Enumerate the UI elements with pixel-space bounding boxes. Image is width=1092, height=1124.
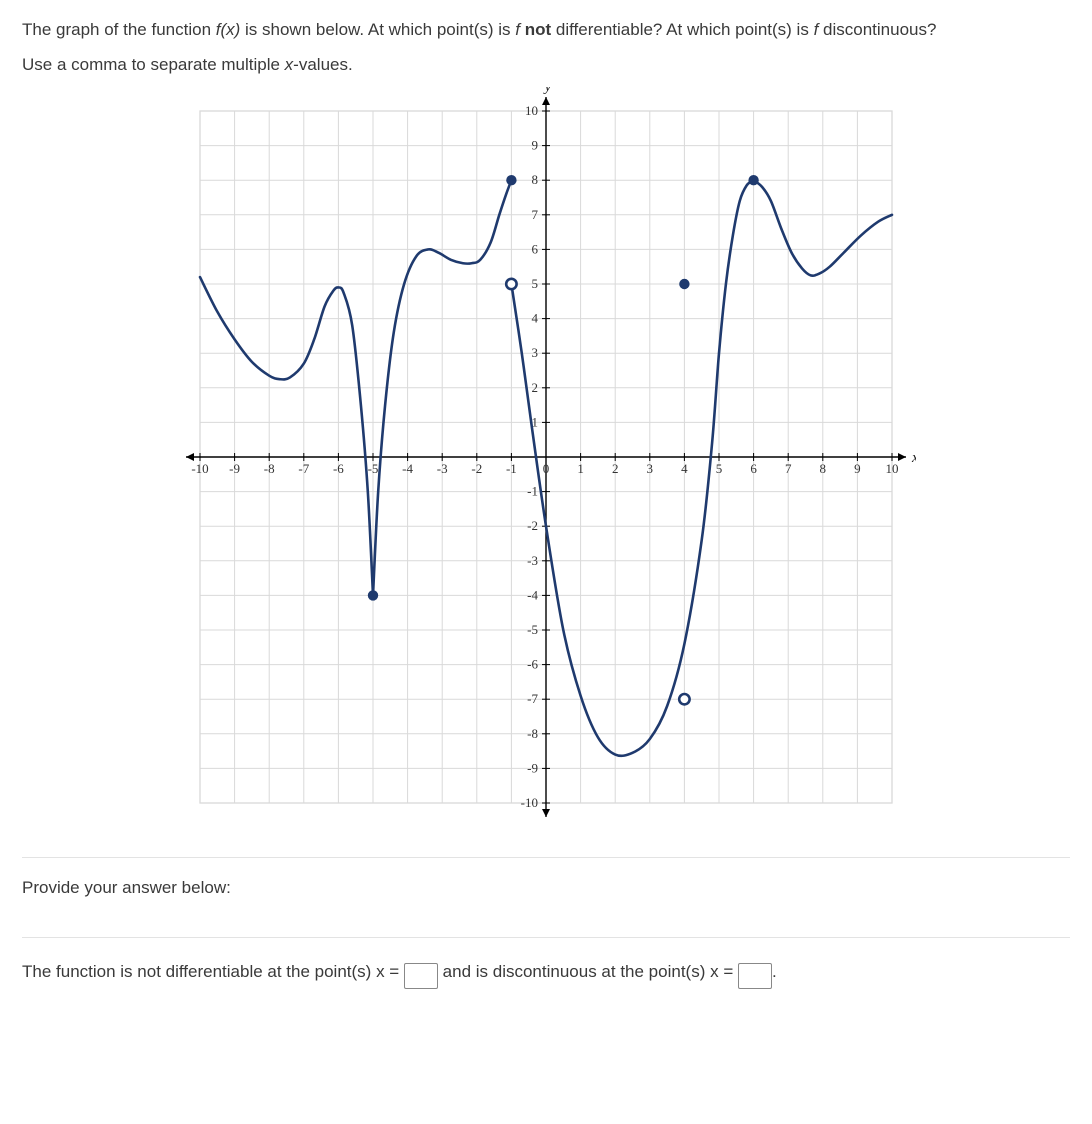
svg-text:2: 2: [612, 461, 619, 476]
q-text: The graph of the function: [22, 20, 216, 39]
ans-text: =: [719, 962, 738, 981]
svg-text:5: 5: [716, 461, 723, 476]
svg-text:-8: -8: [264, 461, 275, 476]
ans-text: and is discontinuous at the point(s): [438, 962, 710, 981]
svg-text:-1: -1: [527, 484, 538, 499]
svg-text:8: 8: [532, 172, 539, 187]
svg-text:-9: -9: [527, 761, 538, 776]
svg-text:-6: -6: [333, 461, 344, 476]
discontinuous-input[interactable]: [738, 963, 772, 989]
svg-text:10: 10: [886, 461, 899, 476]
svg-text:6: 6: [750, 461, 757, 476]
function-graph: -10-9-8-7-6-5-4-3-2-1012345678910-10-9-8…: [176, 87, 916, 827]
svg-text:x: x: [911, 450, 916, 466]
svg-text:6: 6: [532, 242, 539, 257]
svg-text:5: 5: [532, 276, 539, 291]
q-text: is shown below. At which point(s) is: [240, 20, 515, 39]
svg-text:-3: -3: [437, 461, 448, 476]
question-line-2: Use a comma to separate multiple x-value…: [22, 53, 1070, 78]
svg-text:-7: -7: [527, 691, 538, 706]
svg-text:-9: -9: [229, 461, 240, 476]
q-fn: f(x): [216, 20, 241, 39]
svg-text:3: 3: [647, 461, 654, 476]
svg-text:10: 10: [525, 103, 538, 118]
svg-text:-4: -4: [402, 461, 413, 476]
not-differentiable-input[interactable]: [404, 963, 438, 989]
q-text: -values.: [293, 55, 353, 74]
ans-text: =: [385, 962, 404, 981]
q-not: not: [525, 20, 551, 39]
q-text: discontinuous?: [818, 20, 936, 39]
svg-text:-5: -5: [527, 622, 538, 637]
svg-text:3: 3: [532, 345, 539, 360]
answer-sentence: The function is not differentiable at th…: [22, 937, 1070, 990]
svg-text:y: y: [543, 87, 552, 95]
q-x: x: [285, 55, 294, 74]
svg-text:7: 7: [785, 461, 792, 476]
svg-text:2: 2: [532, 380, 539, 395]
svg-text:-10: -10: [191, 461, 208, 476]
question-line-1: The graph of the function f(x) is shown …: [22, 18, 1070, 43]
ans-var: x: [376, 962, 385, 981]
q-text: differentiable? At which point(s) is: [551, 20, 813, 39]
answer-header: Provide your answer below:: [22, 876, 1070, 901]
svg-text:-4: -4: [527, 588, 538, 603]
svg-text:0: 0: [543, 461, 550, 476]
svg-text:8: 8: [820, 461, 827, 476]
answer-section: Provide your answer below: The function …: [22, 857, 1070, 989]
svg-text:-10: -10: [521, 795, 538, 810]
ans-var: x: [710, 962, 719, 981]
svg-text:-5: -5: [368, 461, 379, 476]
svg-text:7: 7: [532, 207, 539, 222]
svg-text:-2: -2: [527, 518, 538, 533]
chart-container: -10-9-8-7-6-5-4-3-2-1012345678910-10-9-8…: [22, 87, 1070, 827]
q-text: Use a comma to separate multiple: [22, 55, 285, 74]
svg-text:-1: -1: [506, 461, 517, 476]
svg-text:-8: -8: [527, 726, 538, 741]
svg-text:4: 4: [532, 311, 539, 326]
ans-text: .: [772, 962, 777, 981]
svg-text:4: 4: [681, 461, 688, 476]
svg-text:-2: -2: [471, 461, 482, 476]
svg-text:-7: -7: [298, 461, 309, 476]
svg-text:9: 9: [854, 461, 861, 476]
svg-text:9: 9: [532, 138, 539, 153]
svg-text:-6: -6: [527, 657, 538, 672]
ans-text: The function is not differentiable at th…: [22, 962, 376, 981]
svg-text:-3: -3: [527, 553, 538, 568]
svg-text:1: 1: [577, 461, 584, 476]
